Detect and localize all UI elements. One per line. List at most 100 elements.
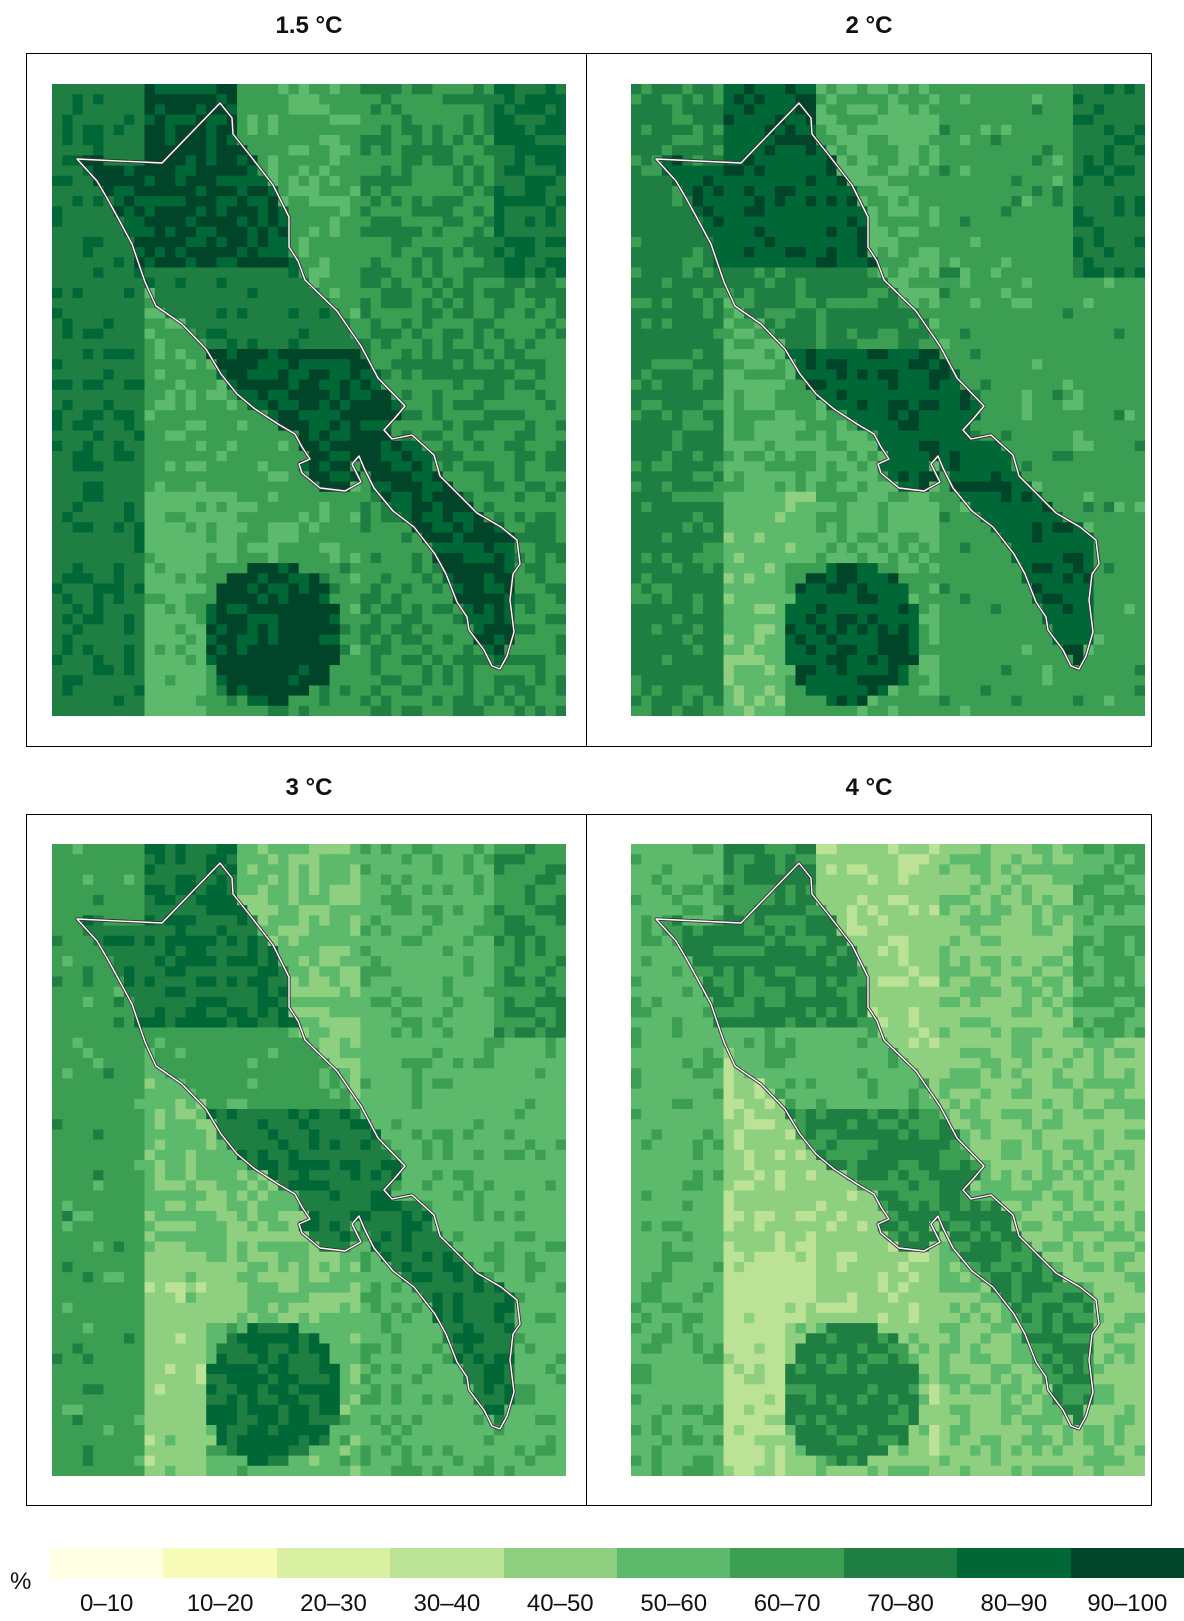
- raster-cell: [754, 440, 766, 452]
- raster-cell: [1134, 267, 1145, 279]
- raster-cell: [62, 155, 74, 167]
- raster-cell: [795, 267, 807, 279]
- raster-cell: [72, 532, 84, 544]
- raster-cell: [195, 705, 207, 716]
- raster-cell: [247, 450, 259, 462]
- raster-cell: [1103, 430, 1115, 442]
- raster-cell: [62, 603, 74, 615]
- raster-cell: [103, 328, 115, 340]
- raster-cell: [82, 471, 94, 483]
- raster-cell: [432, 155, 444, 167]
- raster-cell: [1031, 277, 1043, 289]
- raster-cell: [380, 705, 392, 716]
- raster-cell: [980, 114, 992, 126]
- raster-cell: [555, 430, 566, 442]
- raster-cell: [545, 440, 557, 452]
- raster-cell: [103, 216, 115, 228]
- raster-cell: [309, 175, 320, 187]
- raster-cell: [391, 491, 403, 503]
- raster-cell: [298, 124, 310, 136]
- raster-cell: [72, 277, 84, 289]
- raster-cell: [1062, 145, 1074, 156]
- raster-cell: [723, 410, 735, 421]
- raster-cell: [754, 124, 766, 136]
- raster-cell: [401, 369, 413, 381]
- raster-cell: [713, 328, 725, 340]
- raster-cell: [929, 450, 940, 462]
- raster-cell: [990, 420, 1002, 432]
- raster-cell: [514, 675, 526, 687]
- raster-cell: [970, 216, 982, 228]
- raster-cell: [144, 532, 156, 544]
- raster-cell: [422, 206, 433, 218]
- raster-cell: [52, 420, 63, 432]
- raster-cell: [463, 430, 475, 442]
- raster-cell: [1093, 134, 1105, 146]
- raster-cell: [93, 450, 104, 462]
- raster-cell: [682, 145, 694, 156]
- raster-cell: [165, 654, 176, 666]
- raster-cell: [990, 338, 1002, 350]
- raster-cell: [93, 481, 104, 493]
- raster-cell: [298, 675, 310, 687]
- raster-cell: [1073, 226, 1084, 238]
- raster-cell: [473, 104, 485, 116]
- raster-cell: [970, 236, 982, 248]
- raster-cell: [1103, 216, 1115, 228]
- raster-cell: [939, 308, 951, 320]
- raster-cell: [309, 522, 320, 534]
- raster-cell: [504, 471, 516, 483]
- raster-cell: [329, 501, 341, 513]
- raster-cell: [702, 84, 714, 95]
- raster-cell: [857, 369, 869, 381]
- raster-cell: [391, 94, 403, 105]
- raster-cell: [309, 685, 320, 697]
- raster-cell: [805, 389, 817, 401]
- raster-cell: [463, 420, 475, 432]
- raster-cell: [72, 369, 84, 381]
- raster-cell: [339, 471, 351, 483]
- raster-cell: [144, 389, 156, 401]
- raster-cell: [339, 624, 351, 636]
- raster-cell: [1042, 124, 1054, 136]
- raster-cell: [898, 369, 910, 381]
- raster-cell: [1021, 247, 1033, 258]
- raster-cell: [661, 410, 673, 421]
- raster-cell: [329, 155, 341, 167]
- raster-cell: [226, 532, 238, 544]
- raster-cell: [216, 196, 228, 207]
- raster-cell: [278, 440, 290, 452]
- raster-cell: [175, 298, 187, 309]
- raster-cell: [939, 400, 951, 411]
- raster-cell: [185, 522, 197, 534]
- raster-cell: [1031, 338, 1043, 350]
- raster-cell: [877, 338, 889, 350]
- raster-cell: [713, 379, 725, 391]
- raster-cell: [877, 206, 889, 218]
- raster-cell: [195, 512, 207, 523]
- raster-cell: [774, 196, 786, 207]
- raster-cell: [103, 552, 115, 564]
- raster-cell: [959, 175, 971, 187]
- raster-cell: [929, 196, 940, 207]
- raster-cell: [103, 593, 115, 605]
- raster-cell: [682, 104, 694, 116]
- raster-cell: [113, 389, 125, 401]
- raster-cell: [785, 338, 797, 350]
- raster-cell: [165, 155, 176, 167]
- raster-cell: [918, 430, 930, 442]
- raster-cell: [319, 257, 331, 269]
- raster-cell: [651, 165, 663, 177]
- raster-cell: [144, 134, 156, 146]
- raster-cell: [682, 461, 694, 472]
- raster-cell: [452, 349, 464, 360]
- raster-cell: [1114, 369, 1126, 381]
- raster-cell: [288, 175, 300, 187]
- raster-cell: [555, 185, 566, 197]
- raster-cell: [514, 654, 526, 666]
- raster-cell: [226, 94, 238, 105]
- raster-cell: [713, 400, 725, 411]
- raster-cell: [206, 552, 218, 564]
- raster-cell: [483, 338, 495, 350]
- raster-cell: [370, 471, 382, 483]
